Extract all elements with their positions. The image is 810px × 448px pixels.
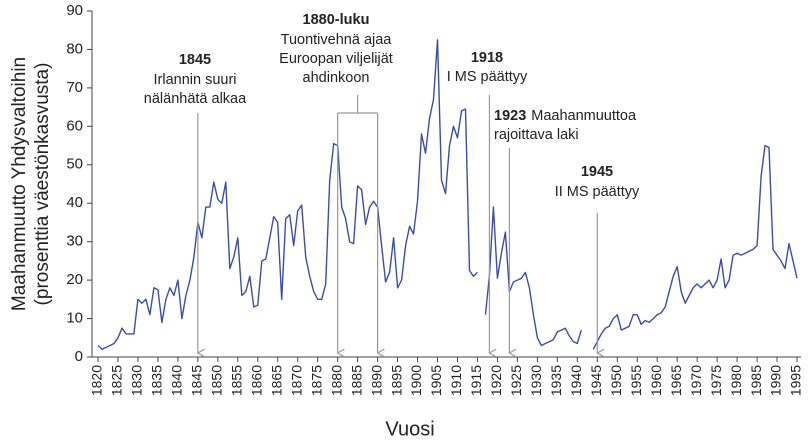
x-tick-label: 1895 xyxy=(388,365,404,396)
annotation-line: Maahanmuuttoa xyxy=(531,108,637,124)
annotation-title: 1923 xyxy=(494,108,526,124)
data-line xyxy=(97,39,798,350)
x-tick-label: 1980 xyxy=(728,365,744,396)
y-tick-label: 90 xyxy=(66,2,83,19)
annotation-line: nälänhätä alkaa xyxy=(144,91,247,107)
y-tick-label: 0 xyxy=(75,348,83,365)
x-tick-label: 1950 xyxy=(608,365,624,396)
x-tick-label: 1830 xyxy=(129,365,145,396)
x-tick-label: 1975 xyxy=(708,365,724,396)
x-tick-label: 1845 xyxy=(189,365,205,396)
annotation-line: I MS päättyy xyxy=(447,69,528,85)
annotation-line: II MS päättyy xyxy=(555,184,640,200)
y-tick-label: 40 xyxy=(66,194,83,211)
bracket xyxy=(337,95,378,114)
y-tick-label: 20 xyxy=(66,271,83,288)
x-tick-label: 1905 xyxy=(428,365,444,396)
y-tick-label: 60 xyxy=(66,117,83,134)
annotation-title: 1918 xyxy=(471,50,503,66)
annotation-title: 1945 xyxy=(581,164,613,180)
x-tick-label: 1915 xyxy=(468,365,484,396)
x-tick-label: 1820 xyxy=(89,365,105,396)
annotation: 1923 Maahanmuuttoa rajoittava laki xyxy=(494,108,637,353)
x-tick-label: 1930 xyxy=(528,365,544,396)
x-tick-label: 1835 xyxy=(149,365,165,396)
x-tick-label: 1890 xyxy=(368,365,384,396)
y-tick-label: 10 xyxy=(66,310,83,327)
x-tick-label: 1870 xyxy=(288,365,304,396)
x-tick-label: 1865 xyxy=(268,365,284,396)
x-tick-label: 1925 xyxy=(508,365,524,396)
x-axis-label: Vuosi xyxy=(385,418,434,440)
annotation-line: rajoittava laki xyxy=(494,127,579,143)
annotation-text: 1923 Maahanmuuttoa xyxy=(494,108,637,124)
annotation: 1880-luku Tuontivehnä ajaa Euroopan viljel… xyxy=(279,12,393,353)
annotation-title: 1845 xyxy=(179,52,211,68)
y-tick-label: 70 xyxy=(66,79,83,96)
x-tick-label: 1860 xyxy=(248,365,264,396)
x-tick-label: 1985 xyxy=(748,365,764,396)
y-axis-label-line: (prosenttia väestönkasvusta) xyxy=(32,63,53,306)
x-tick-label: 1850 xyxy=(209,365,225,396)
y-tick-label: 80 xyxy=(66,40,83,57)
x-tick-label: 1875 xyxy=(308,365,324,396)
x-tick-label: 1910 xyxy=(448,365,464,396)
x-tick-label: 1990 xyxy=(768,365,784,396)
annotation-title: 1880-luku xyxy=(303,12,370,28)
x-tick-label: 1940 xyxy=(568,365,584,396)
annotation: 1918 I MS päättyy xyxy=(447,50,528,353)
annotation-line: Euroopan viljelijät xyxy=(279,51,393,67)
x-tick-label: 1920 xyxy=(488,365,504,396)
annotation-line: Irlannin suuri xyxy=(153,72,236,88)
x-tick-label: 1965 xyxy=(668,365,684,396)
x-tick-label: 1995 xyxy=(788,365,804,396)
x-tick-label: 1945 xyxy=(588,365,604,396)
annotation-line: Tuontivehnä ajaa xyxy=(281,32,393,48)
annotation: 1945 II MS päättyy xyxy=(555,164,640,353)
annotation-line: ahdinkoon xyxy=(303,70,370,86)
y-tick-label: 30 xyxy=(66,233,83,250)
x-tick-label: 1840 xyxy=(169,365,185,396)
y-tick-label: 50 xyxy=(66,156,83,173)
x-tick-label: 1960 xyxy=(648,365,664,396)
x-tick-label: 1970 xyxy=(688,365,704,396)
x-tick-label: 1955 xyxy=(628,365,644,396)
y-axis-label: Maahanmuutto Yhdysvaltoihin (prosenttia … xyxy=(9,57,53,311)
x-tick-label: 1885 xyxy=(348,365,364,396)
x-tick-label: 1855 xyxy=(229,365,245,396)
annotation: 1845 Irlannin suuri nälänhätä alkaa xyxy=(144,52,247,353)
x-tick-label: 1935 xyxy=(548,365,564,396)
y-axis-label-line: Maahanmuutto Yhdysvaltoihin xyxy=(9,57,30,311)
x-tick-label: 1900 xyxy=(408,365,424,396)
x-tick-label: 1825 xyxy=(109,365,125,396)
x-tick-label: 1880 xyxy=(328,365,344,396)
